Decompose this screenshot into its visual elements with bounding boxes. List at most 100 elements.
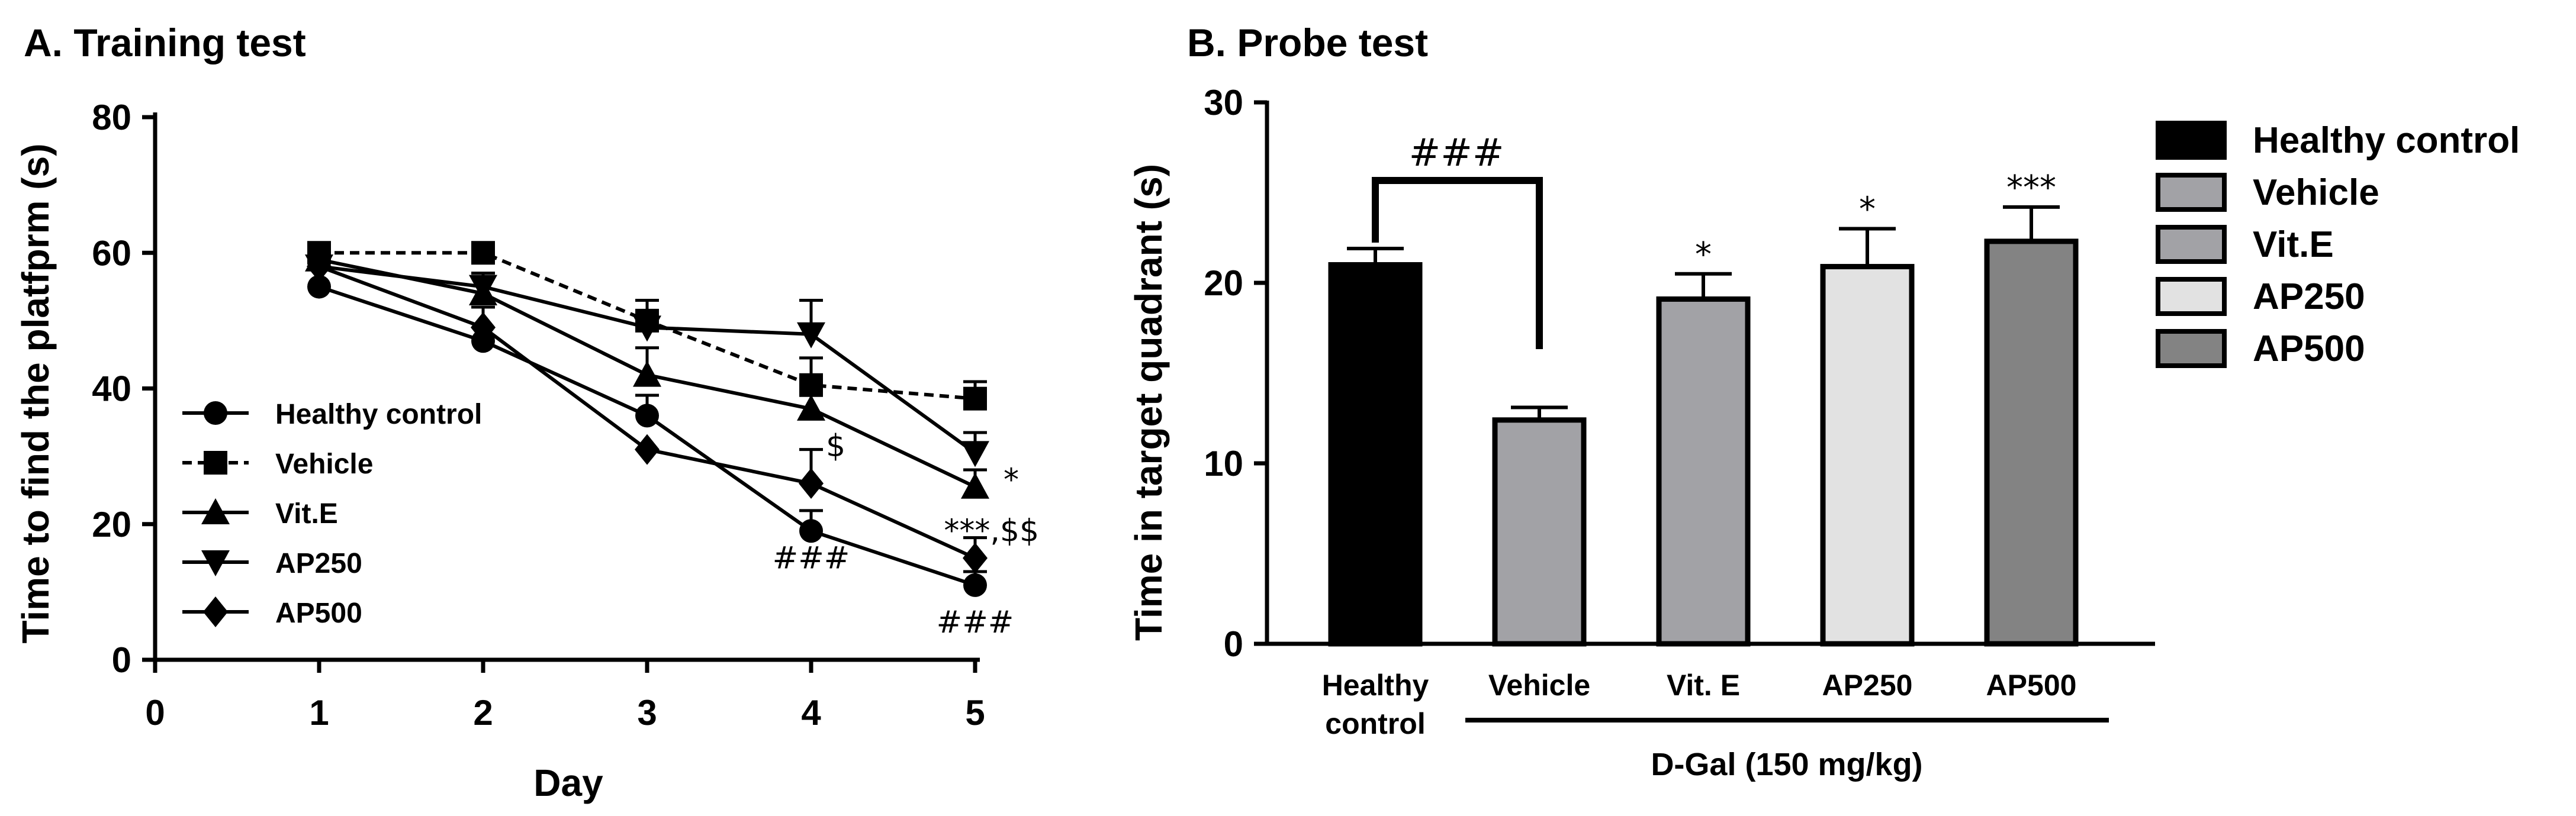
circle-marker — [635, 404, 659, 428]
triangle-up-marker — [201, 498, 230, 524]
square-marker — [963, 386, 987, 411]
triangle-up-marker — [961, 472, 989, 499]
bar — [1492, 417, 1587, 647]
x-tick-label: 4 — [801, 693, 821, 733]
x-ticks: 0 1 2 3 4 5 — [145, 660, 985, 733]
legend-label: Vit.E — [2253, 224, 2334, 265]
circle-marker — [799, 519, 823, 543]
y-axis-label: Time to find the platfprm (s) — [14, 143, 57, 643]
annotation: * — [1004, 462, 1019, 498]
triangle-down-marker — [633, 315, 661, 342]
group-label: D-Gal (150 mg/kg) — [1651, 747, 1922, 782]
diamond-marker — [471, 312, 496, 343]
diamond-marker — [635, 434, 660, 465]
triangle-down-marker — [797, 322, 825, 349]
y-tick-label: 0 — [1224, 624, 1243, 664]
diamond-marker — [799, 467, 824, 499]
comparison-bracket — [1372, 177, 1543, 349]
series-ap500 — [307, 251, 988, 574]
legend-item: Vit.E — [182, 498, 338, 530]
significance-mark: *** — [2006, 169, 2056, 207]
y-tick-label: 20 — [92, 505, 131, 544]
annotation: ### — [937, 605, 1014, 640]
triangle-down-marker — [201, 550, 230, 576]
bar — [1984, 238, 2079, 647]
circle-marker — [204, 401, 227, 425]
legend-item: AP250 — [2156, 276, 2365, 317]
triangle-up-marker — [633, 360, 661, 387]
circle-marker — [307, 275, 331, 299]
legend-swatch — [2156, 121, 2227, 160]
bar-group — [1328, 247, 1423, 647]
category-label: Healthy — [1322, 669, 1429, 702]
comparison-label: ### — [1409, 131, 1504, 175]
significance-annotations: ### $ * ***,$$ ### — [773, 428, 1039, 640]
series-group — [305, 241, 989, 597]
chart-title: A. Training test — [24, 21, 306, 64]
legend: Healthy control Vehicle Vit.E AP250 AP500 — [182, 399, 482, 629]
x-tick-label: 1 — [309, 693, 329, 733]
bar-group: * — [1820, 191, 1915, 647]
annotation: ### — [773, 540, 850, 576]
legend-label: Healthy control — [2253, 120, 2520, 161]
legend-item: AP500 — [2156, 328, 2365, 369]
x-tick-label: 0 — [145, 693, 165, 733]
y-ticks: 0 20 40 60 80 — [92, 98, 155, 680]
y-tick-label: 80 — [92, 98, 131, 137]
legend-swatch — [2156, 329, 2227, 368]
triangle-down-marker — [469, 275, 497, 301]
legend-swatch — [2156, 173, 2227, 212]
x-axis-label: Day — [533, 762, 603, 804]
x-tick-label: 2 — [473, 693, 493, 733]
legend-label: AP250 — [275, 548, 362, 579]
category-labels: Healthy control Vehicle Vit. E AP250 AP500 — [1322, 669, 2077, 740]
category-label: AP500 — [1986, 669, 2077, 702]
legend-label: Vit.E — [275, 498, 338, 530]
series-ap250 — [305, 254, 989, 467]
x-tick-label: 3 — [637, 693, 657, 733]
probe-test-chart: B. Probe test Time in target quadrant (s… — [1127, 21, 2520, 782]
y-axis-label: Time in target quadrant (s) — [1127, 164, 1170, 641]
training-test-chart: A. Training test Time to find the platfp… — [14, 21, 1039, 804]
y-ticks: 0 10 20 30 — [1204, 83, 1267, 664]
legend-swatch — [2156, 277, 2227, 316]
bar — [1820, 264, 1915, 647]
bar — [1328, 262, 1423, 647]
legend-item: Healthy control — [2156, 120, 2520, 161]
triangle-up-marker — [797, 394, 825, 421]
legend-label: AP500 — [2253, 328, 2365, 369]
square-marker — [471, 241, 495, 265]
bars: ***** — [1328, 169, 2079, 647]
y-tick-label: 0 — [112, 640, 131, 680]
x-tick-label: 5 — [965, 693, 985, 733]
circle-marker — [963, 573, 987, 597]
category-label: AP250 — [1822, 669, 1913, 702]
y-tick-label: 30 — [1204, 83, 1243, 122]
legend-item: Vit.E — [2156, 224, 2334, 265]
bar-group — [1492, 405, 1587, 647]
y-tick-label: 20 — [1204, 263, 1243, 303]
diamond-marker — [307, 251, 332, 282]
legend-label: AP250 — [2253, 276, 2365, 317]
bar — [1656, 296, 1751, 647]
triangle-down-marker — [961, 441, 989, 467]
bar-group: * — [1656, 236, 1751, 647]
legend-item: Healthy control — [182, 399, 482, 430]
square-marker — [204, 451, 227, 475]
category-label: Vehicle — [1488, 669, 1590, 702]
legend-swatch — [2156, 225, 2227, 264]
significance-mark: * — [1695, 236, 1712, 274]
legend-label: Healthy control — [275, 399, 482, 430]
category-label: Vit. E — [1667, 669, 1740, 702]
annotation: $ — [826, 428, 845, 464]
y-tick-label: 60 — [92, 233, 131, 273]
chart-title: B. Probe test — [1187, 21, 1428, 64]
bar-group: *** — [1984, 169, 2079, 647]
category-label: control — [1325, 707, 1425, 740]
legend: Healthy control Vehicle Vit.E AP250 AP500 — [2156, 120, 2520, 369]
annotation: ***,$$ — [944, 513, 1039, 549]
legend-label: Vehicle — [275, 449, 373, 480]
y-tick-label: 10 — [1204, 444, 1243, 483]
legend-item: AP500 — [182, 596, 362, 629]
